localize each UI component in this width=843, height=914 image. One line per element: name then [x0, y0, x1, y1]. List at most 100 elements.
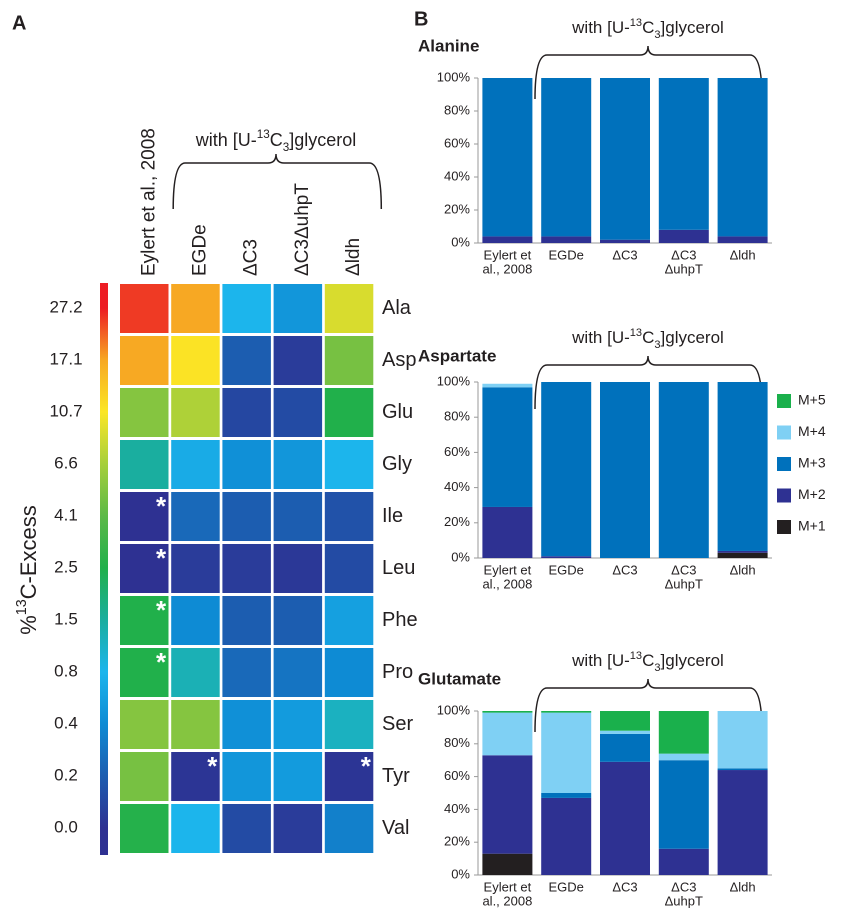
x-tick-label: EGDe	[548, 562, 583, 577]
label-part: with [U-	[571, 328, 630, 347]
x-tick-label: ΔC3	[612, 879, 637, 894]
row-label: Gly	[382, 453, 412, 475]
chart-title: Alanine	[418, 36, 479, 55]
row-label: Asp	[382, 349, 416, 371]
bracket-label: with [U-13C3]glycerol	[195, 128, 357, 154]
heatmap-cell	[324, 804, 374, 853]
heatmap-cell	[120, 804, 169, 853]
bar-segment	[541, 556, 592, 558]
y-tick-label: 60%	[444, 768, 470, 783]
heatmap-cell	[273, 648, 323, 697]
colorbar-tick-label: 10.7	[49, 401, 82, 420]
heatmap-cell	[120, 596, 169, 645]
x-tick-label: ΔuhpT	[665, 576, 703, 591]
heatmap-cell	[222, 440, 271, 489]
row-label: Ser	[382, 713, 413, 735]
heatmap-cell	[273, 336, 323, 385]
column-label: ΔC3	[241, 239, 262, 276]
x-tick-label: Eylert et	[484, 562, 532, 577]
label-part: ]glycerol	[661, 18, 724, 37]
label-part: C	[270, 130, 283, 150]
bar-segment	[658, 848, 709, 875]
bar-segment	[658, 753, 709, 761]
x-tick-label: EGDe	[548, 247, 583, 262]
bar-segment	[717, 236, 768, 243]
heatmap-cell	[171, 440, 220, 489]
legend-swatch	[777, 425, 791, 440]
heatmap-cell	[273, 752, 323, 801]
bracket-label: with [U-13C3]glycerol	[571, 17, 724, 41]
row-label: Tyr	[382, 765, 410, 787]
bar-segment	[482, 711, 533, 713]
heatmap-cell	[324, 596, 374, 645]
bar-segment	[717, 711, 768, 769]
label-part: C	[642, 651, 654, 670]
bar-segment	[482, 712, 533, 756]
heatmap-cell	[222, 544, 271, 593]
cell-annotation: *	[361, 751, 372, 781]
heatmap-cell	[324, 492, 374, 541]
label-part: with [U-	[571, 18, 630, 37]
y-tick-label: 0%	[451, 866, 470, 881]
bar-segment	[482, 387, 533, 507]
label-part: with [U-	[195, 130, 257, 150]
heatmap-cell	[222, 752, 271, 801]
y-tick-label: 60%	[444, 444, 470, 459]
bar-segment	[600, 239, 650, 243]
legend-label: M+1	[798, 518, 826, 534]
bar-segment	[717, 768, 768, 771]
label-part: %	[16, 615, 41, 635]
y-tick-label: 40%	[444, 479, 470, 494]
heatmap-cell	[324, 700, 374, 749]
x-tick-label: Eylert et	[484, 879, 532, 894]
legend-swatch	[777, 488, 791, 503]
heatmap-cell	[222, 648, 271, 697]
heatmap-cell	[120, 388, 169, 437]
bar-segment	[658, 711, 709, 754]
bar-segment	[600, 382, 650, 558]
x-tick-label: ΔC3	[612, 247, 637, 262]
label-part: ]glycerol	[289, 130, 356, 150]
bracket	[534, 678, 763, 733]
colorbar-tick-label: 0.4	[54, 713, 78, 732]
bar-segment	[541, 711, 592, 713]
label-part: C	[642, 18, 654, 37]
label-part: 13	[257, 128, 270, 141]
heatmap-cell	[222, 804, 271, 853]
y-tick-label: 0%	[451, 549, 470, 564]
row-label: Ala	[382, 297, 412, 319]
heatmap-cell	[324, 388, 374, 437]
x-tick-label: al., 2008	[482, 576, 532, 591]
y-tick-label: 20%	[444, 834, 470, 849]
heatmap-cell	[171, 492, 220, 541]
heatmap-cell	[171, 596, 220, 645]
heatmap-cell	[222, 596, 271, 645]
y-tick-label: 80%	[444, 102, 470, 117]
legend-swatch	[777, 520, 791, 534]
heatmap-cell	[324, 336, 374, 385]
heatmap-cell	[171, 804, 220, 853]
cell-annotation: *	[156, 647, 167, 677]
colorbar-tick-label: 0.8	[54, 661, 78, 680]
heatmap-cell	[324, 544, 374, 593]
heatmap-cell	[273, 440, 323, 489]
cell-annotation: *	[207, 751, 218, 781]
heatmap-cell	[273, 388, 323, 437]
heatmap-cell	[222, 492, 271, 541]
bar-segment	[600, 711, 650, 731]
colorbar-tick-label: 1.5	[54, 609, 78, 628]
bar-segment	[482, 755, 533, 854]
colorbar-tick-label: 6.6	[54, 453, 78, 472]
cell-annotation: *	[156, 595, 167, 625]
y-tick-label: 20%	[444, 201, 470, 216]
heatmap-cell	[171, 388, 220, 437]
heatmap-cell	[120, 440, 169, 489]
label-part: 13	[630, 17, 642, 29]
bracket	[534, 45, 763, 100]
row-label: Val	[382, 817, 409, 839]
legend-label: M+4	[798, 423, 826, 439]
panel-letter: B	[414, 8, 428, 30]
bar-segment	[541, 78, 592, 237]
bar-segment	[658, 78, 709, 230]
